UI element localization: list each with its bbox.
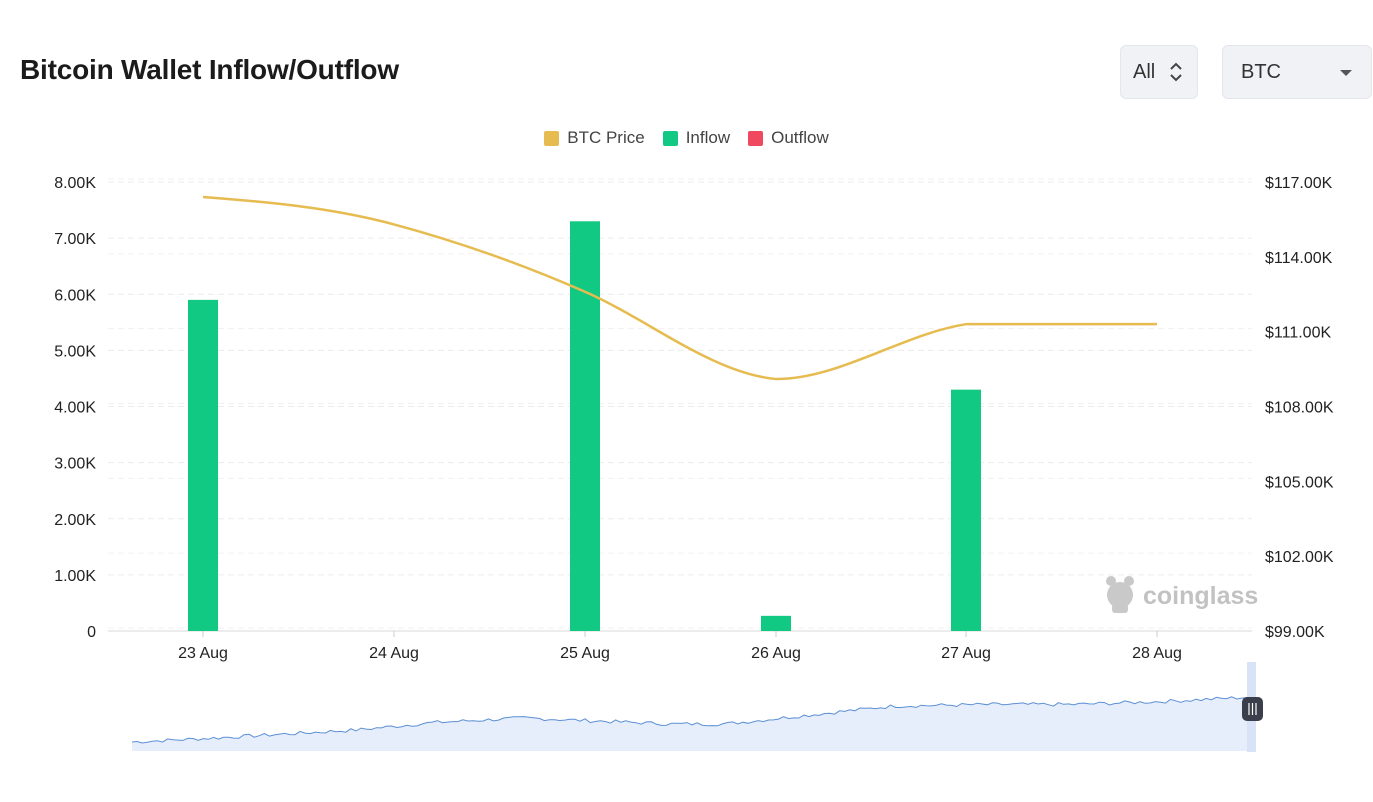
left-axis-ticks: 0 1.00K 2.00K 3.00K 4.00K 5.00K 6.00K 7.00K 8.00… xyxy=(54,175,96,641)
left-tick-label: 5.00K xyxy=(54,343,96,360)
coinglass-logo-icon xyxy=(1106,576,1134,613)
bar-inflow[interactable] xyxy=(951,389,981,631)
left-tick-label: 6.00K xyxy=(54,287,96,304)
legend-item-outflow[interactable]: Outflow xyxy=(748,128,829,148)
left-tick-label: 8.00K xyxy=(54,175,96,192)
x-axis-ticks: 23 Aug 24 Aug 25 Aug 26 Aug 27 Aug 28 Aug xyxy=(178,631,1182,662)
legend-swatch-inflow xyxy=(662,130,678,146)
left-tick-label: 3.00K xyxy=(54,456,96,473)
btc-price-line xyxy=(202,195,1157,381)
right-tick-label: $102.00K xyxy=(1265,549,1334,566)
legend-swatch-btc-price xyxy=(544,130,560,146)
x-tick-label: 23 Aug xyxy=(178,645,228,662)
bar-inflow[interactable] xyxy=(570,221,600,631)
left-tick-label: 4.00K xyxy=(54,400,96,417)
x-tick-label: 24 Aug xyxy=(369,645,419,662)
legend-label-inflow: Inflow xyxy=(685,128,731,147)
legend-item-btc-price[interactable]: BTC Price xyxy=(544,128,645,148)
legend-label-outflow: Outflow xyxy=(771,128,829,147)
right-tick-label: $111.00K xyxy=(1265,325,1331,342)
left-tick-label: 2.00K xyxy=(54,512,96,529)
grid-lines xyxy=(108,178,1252,632)
legend-label-btc-price: BTC Price xyxy=(567,128,645,147)
right-tick-label: $99.00K xyxy=(1265,624,1325,641)
right-axis-ticks: $99.00K $102.00K $105.00K $108.00K $111.00K $… xyxy=(1265,175,1334,641)
btc-price-line-group xyxy=(202,195,1157,381)
right-tick-label: $108.00K xyxy=(1265,400,1334,417)
right-tick-label: $114.00K xyxy=(1265,250,1333,267)
chart-legend: BTC Price Inflow Outflow xyxy=(0,128,1373,148)
coin-select[interactable]: BTC xyxy=(1222,45,1372,99)
right-tick-label: $105.00K xyxy=(1265,474,1334,491)
left-tick-label: 7.00K xyxy=(54,231,96,248)
period-select-value: All xyxy=(1133,60,1156,83)
caret-down-icon xyxy=(1340,70,1352,76)
left-tick-label: 0 xyxy=(87,624,96,641)
x-tick-label: 27 Aug xyxy=(941,645,991,662)
page-title: Bitcoin Wallet Inflow/Outflow xyxy=(20,54,399,85)
navigator-line xyxy=(131,695,1253,744)
coin-select-value: BTC xyxy=(1241,60,1281,83)
period-select[interactable]: All xyxy=(1120,45,1198,99)
x-tick-label: 26 Aug xyxy=(751,645,801,662)
left-tick-label: 1.00K xyxy=(54,568,96,585)
watermark-text: coinglass xyxy=(1143,582,1258,610)
range-navigator[interactable] xyxy=(131,662,1263,752)
inflow-bars xyxy=(188,221,981,631)
navigator-area xyxy=(132,695,1252,751)
bar-inflow[interactable] xyxy=(761,615,791,631)
right-tick-label: $117.00K xyxy=(1265,175,1333,192)
bar-inflow[interactable] xyxy=(188,299,218,631)
x-tick-label: 25 Aug xyxy=(560,645,610,662)
coinglass-watermark: coinglass xyxy=(1106,576,1258,613)
x-tick-label: 28 Aug xyxy=(1132,645,1182,662)
legend-swatch-outflow xyxy=(748,130,764,146)
chevron-updown-icon xyxy=(1170,62,1182,82)
legend-item-inflow[interactable]: Inflow xyxy=(662,128,731,148)
